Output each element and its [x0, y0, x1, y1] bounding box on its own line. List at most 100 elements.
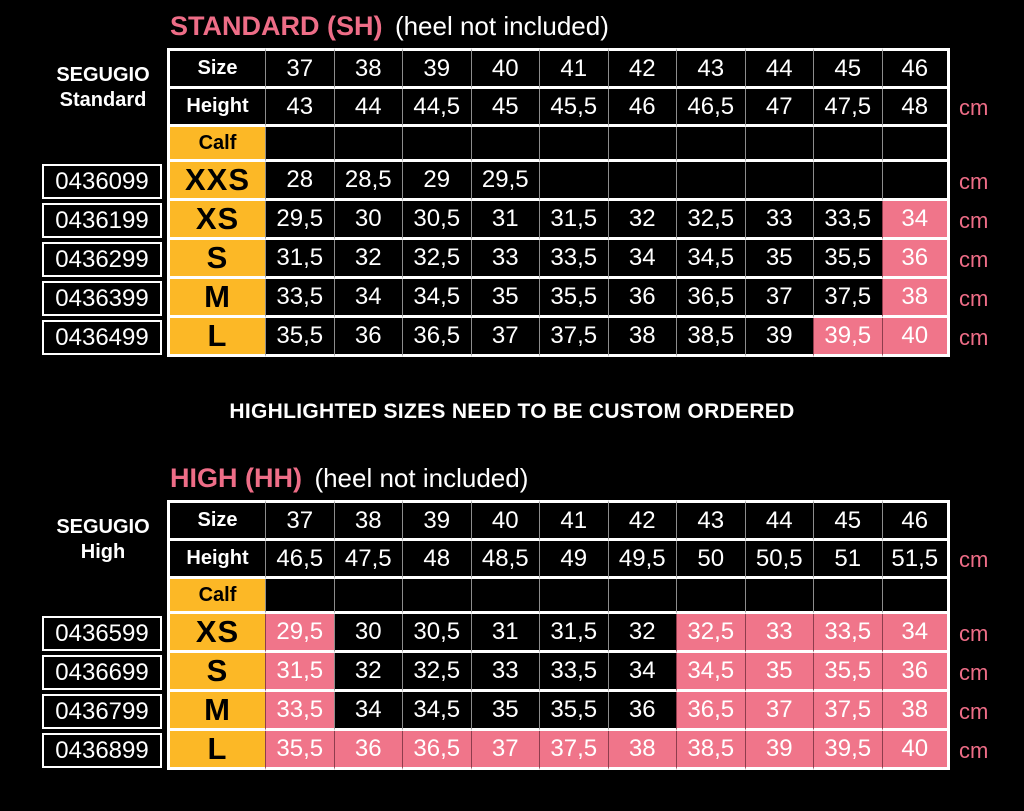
size-row: 0436499 L 35,5 36 36,5 37 37,5 38 38,5 39 39,5 40 cm: [42, 318, 1019, 357]
table-title: HIGH (HH): [170, 463, 302, 493]
unit-spacer: [950, 48, 1019, 89]
calf-measurement-cell: 32,5: [402, 653, 471, 692]
height-value-cell: 47,5: [813, 89, 882, 127]
calf-measurement-cell: 35,5: [539, 692, 608, 731]
calf-measurement-cell: 33: [744, 201, 813, 240]
calf-measurement-cell: 32: [333, 240, 402, 279]
calf-measurement-cell: [881, 162, 950, 201]
height-row: Height 46,5 47,5 48 48,5 49 49,5 50 50,5 51 51,5 cm: [42, 541, 1019, 579]
empty-cell: [744, 127, 813, 162]
standard-table-title-line: STANDARD (SH) (heel not included): [170, 10, 1019, 42]
unit-label: cm: [959, 620, 989, 646]
calf-measurement-cell: 29,5: [265, 201, 334, 240]
calf-size-cell: S: [167, 240, 265, 279]
calf-measurement-cell: 33: [744, 614, 813, 653]
empty-cell: [881, 127, 950, 162]
calf-measurement-cell: 33: [470, 240, 539, 279]
calf-measurement-cell: 34,5: [402, 279, 471, 318]
calf-measurement-cell: 30: [333, 201, 402, 240]
empty-cell: [402, 127, 471, 162]
side-label-line2: Standard: [59, 89, 147, 111]
calf-measurement-cell: 35,5: [265, 731, 334, 770]
calf-measurement-cell: 37,5: [813, 692, 882, 731]
size-row: 0436899 L 35,5 36 36,5 37 37,5 38 38,5 39 39,5 40 cm: [42, 731, 1019, 770]
calf-measurement-cell: 28: [265, 162, 334, 201]
size-header-cell: 41: [539, 500, 608, 541]
height-value-cell: 48: [881, 89, 950, 127]
calf-measurement-cell: 39,5: [813, 731, 882, 770]
size-header-cell: 40: [470, 500, 539, 541]
calf-size-cell: M: [167, 692, 265, 731]
calf-measurement-cell: 29,5: [470, 162, 539, 201]
height-value-cell: 44,5: [402, 89, 471, 127]
calf-size-cell: XS: [167, 614, 265, 653]
calf-measurement-cell: 35: [470, 279, 539, 318]
calf-header-row: Calf: [42, 127, 1019, 162]
calf-measurement-cell: 31,5: [539, 201, 608, 240]
product-code-cell: 0436899: [42, 733, 162, 768]
calf-measurement-cell: 32: [607, 614, 676, 653]
calf-measurement-cell: 35,5: [265, 318, 334, 357]
calf-measurement-cell: 35: [470, 692, 539, 731]
calf-measurement-cell: 37,5: [539, 731, 608, 770]
calf-size-cell: XS: [167, 201, 265, 240]
size-header-cell: 44: [744, 500, 813, 541]
empty-cell: [470, 579, 539, 614]
calf-measurement-cell: 29: [402, 162, 471, 201]
size-header-cell: 46: [881, 500, 950, 541]
size-header-cell: 39: [402, 48, 471, 89]
table-subtitle: (heel not included): [314, 463, 529, 493]
unit-label: cm: [959, 246, 989, 272]
calf-measurement-cell: 37,5: [539, 318, 608, 357]
product-code-cell: 0436399: [42, 281, 162, 316]
height-value-cell: 49: [539, 541, 608, 579]
calf-measurement-cell: 33,5: [539, 653, 608, 692]
calf-measurement-cell: 35,5: [813, 240, 882, 279]
calf-measurement-cell: 38: [881, 692, 950, 731]
height-value-cell: 49,5: [607, 541, 676, 579]
calf-measurement-cell: 33,5: [265, 692, 334, 731]
unit-label: cm: [959, 698, 989, 724]
calf-measurement-cell: 32: [333, 653, 402, 692]
table-subtitle: (heel not included): [394, 11, 609, 41]
standard-size-table: STANDARD (SH) (heel not included) SEGUGI…: [42, 10, 1019, 357]
calf-measurement-cell: 36,5: [402, 318, 471, 357]
height-value-cell: 45,5: [539, 89, 608, 127]
calf-measurement-cell: 36: [333, 318, 402, 357]
calf-measurement-cell: 35: [744, 240, 813, 279]
calf-measurement-cell: [813, 162, 882, 201]
calf-measurement-cell: 34,5: [676, 653, 745, 692]
height-value-cell: 48: [402, 541, 471, 579]
calf-measurement-cell: 33,5: [813, 614, 882, 653]
height-value-cell: 44: [333, 89, 402, 127]
calf-measurement-cell: 34: [881, 201, 950, 240]
empty-cell: [539, 579, 608, 614]
size-row: 0436599 XS 29,5 30 30,5 31 31,5 32 32,5 33 33,5 34 c…: [42, 614, 1019, 653]
size-row: 0436199 XS 29,5 30 30,5 31 31,5 32 32,5 33 33,5 34 c…: [42, 201, 1019, 240]
unit-spacer: [950, 127, 1019, 162]
calf-measurement-cell: 31,5: [265, 653, 334, 692]
size-row: 0436699 S 31,5 32 32,5 33 33,5 34 34,5 35 35,5 36 cm: [42, 653, 1019, 692]
height-row: Height 43 44 44,5 45 45,5 46 46,5 47 47,5 48 cm: [42, 89, 1019, 127]
size-row: 0436399 M 33,5 34 34,5 35 35,5 36 36,5 37 37,5 38 cm: [42, 279, 1019, 318]
unit-label: cm: [959, 324, 989, 350]
size-header-cell: 40: [470, 48, 539, 89]
standard-table-grid: SEGUGIO Standard Size 37 38 39 40 41 42 43 44 45 4…: [42, 48, 1019, 357]
unit-label: cm: [959, 95, 989, 120]
product-code-cell: 0436099: [42, 164, 162, 199]
product-code-cell: 0436699: [42, 655, 162, 690]
calf-measurement-cell: 40: [881, 318, 950, 357]
size-header-cell: 38: [333, 48, 402, 89]
height-value-cell: 47: [744, 89, 813, 127]
calf-measurement-cell: 33,5: [539, 240, 608, 279]
size-header-cell: 37: [265, 48, 334, 89]
high-size-table: HIGH (HH) (heel not included) SEGUGIO Hi…: [42, 462, 1019, 770]
size-header-label: Size: [167, 48, 265, 89]
high-table-grid: SEGUGIO High Size 37 38 39 40 41 42 43 44 45 46 Hei…: [42, 500, 1019, 770]
calf-measurement-cell: [607, 162, 676, 201]
calf-measurement-cell: 31: [470, 201, 539, 240]
calf-measurement-cell: [744, 162, 813, 201]
empty-cell: [539, 127, 608, 162]
side-label-line1: SEGUGIO: [56, 64, 150, 86]
custom-order-note: HIGHLIGHTED SIZES NEED TO BE CUSTOM ORDE…: [229, 400, 795, 423]
